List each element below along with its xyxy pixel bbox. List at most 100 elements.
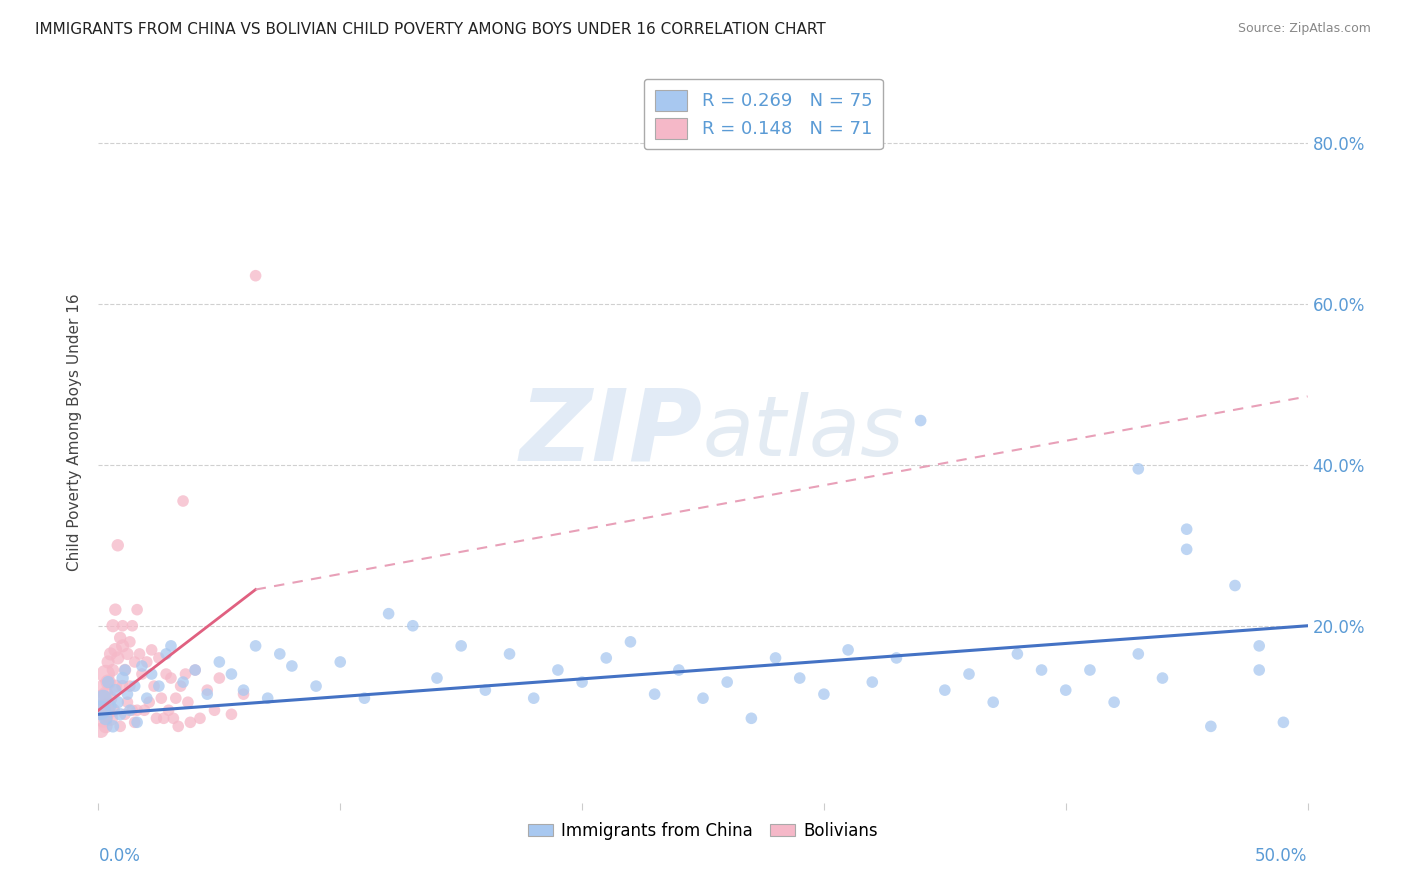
Point <box>94 707 117 722</box>
Point <box>131 667 153 681</box>
Point <box>148 679 170 693</box>
Point <box>117 647 139 661</box>
Text: Source: ZipAtlas.com: Source: ZipAtlas.com <box>1237 22 1371 36</box>
Text: 50.0%: 50.0% <box>1256 847 1308 865</box>
Point <box>740 711 762 725</box>
Point <box>97 675 120 690</box>
Point <box>160 639 183 653</box>
Point <box>100 699 122 714</box>
Point <box>117 695 139 709</box>
Point <box>155 667 177 681</box>
Legend: Immigrants from China, Bolivians: Immigrants from China, Bolivians <box>522 815 884 847</box>
Point <box>124 715 146 730</box>
Point <box>111 619 134 633</box>
Point <box>957 667 980 681</box>
Point <box>114 663 136 677</box>
Point <box>1054 683 1077 698</box>
Point <box>571 675 593 690</box>
Point <box>104 679 127 693</box>
Point <box>1175 522 1198 536</box>
Point <box>97 675 120 690</box>
Point <box>97 655 120 669</box>
Point <box>232 687 254 701</box>
Point <box>281 659 304 673</box>
Point <box>107 695 129 709</box>
Point <box>1031 663 1053 677</box>
Point <box>789 671 811 685</box>
Point <box>668 663 690 677</box>
Point <box>124 679 146 693</box>
Point <box>179 715 201 730</box>
Point <box>94 711 117 725</box>
Point <box>143 679 166 693</box>
Point <box>426 671 449 685</box>
Point <box>91 679 114 693</box>
Point <box>644 687 666 701</box>
Point <box>188 711 211 725</box>
Text: 0.0%: 0.0% <box>98 847 141 865</box>
Point <box>134 703 156 717</box>
Point <box>221 667 243 681</box>
Point <box>523 691 546 706</box>
Point <box>104 683 127 698</box>
Point <box>100 711 122 725</box>
Point <box>402 619 425 633</box>
Point <box>619 635 641 649</box>
Point <box>934 683 956 698</box>
Point <box>1102 695 1125 709</box>
Point <box>245 639 267 653</box>
Point <box>114 663 136 677</box>
Point <box>157 703 180 717</box>
Point <box>104 643 127 657</box>
Point <box>169 679 191 693</box>
Point <box>155 647 177 661</box>
Point <box>90 703 112 717</box>
Point <box>91 691 114 706</box>
Point <box>208 671 231 685</box>
Point <box>813 687 835 701</box>
Point <box>498 647 520 661</box>
Point <box>160 671 183 685</box>
Point <box>94 667 117 681</box>
Point <box>107 538 129 552</box>
Point <box>329 655 352 669</box>
Point <box>162 711 184 725</box>
Point <box>124 655 146 669</box>
Point <box>100 691 122 706</box>
Point <box>174 667 197 681</box>
Point <box>111 671 134 685</box>
Point <box>127 715 149 730</box>
Point <box>245 268 267 283</box>
Point <box>138 695 160 709</box>
Point <box>90 703 112 717</box>
Point <box>101 719 124 733</box>
Text: atlas: atlas <box>703 392 904 473</box>
Point <box>204 703 226 717</box>
Point <box>256 691 278 706</box>
Point <box>1249 639 1271 653</box>
Point <box>1175 542 1198 557</box>
Point <box>108 719 131 733</box>
Point <box>131 659 153 673</box>
Point <box>716 675 738 690</box>
Point <box>184 663 207 677</box>
Point <box>97 703 120 717</box>
Point <box>127 703 149 717</box>
Y-axis label: Child Poverty Among Boys Under 16: Child Poverty Among Boys Under 16 <box>67 293 83 572</box>
Point <box>910 413 932 427</box>
Point <box>1199 719 1222 733</box>
Point <box>165 691 187 706</box>
Point <box>111 679 134 693</box>
Point <box>547 663 569 677</box>
Point <box>101 619 124 633</box>
Point <box>167 719 190 733</box>
Point <box>91 699 114 714</box>
Point <box>135 655 157 669</box>
Point <box>91 711 114 725</box>
Point <box>150 691 173 706</box>
Point <box>692 691 714 706</box>
Point <box>172 675 194 690</box>
Point <box>765 651 787 665</box>
Point <box>145 711 167 725</box>
Point <box>269 647 291 661</box>
